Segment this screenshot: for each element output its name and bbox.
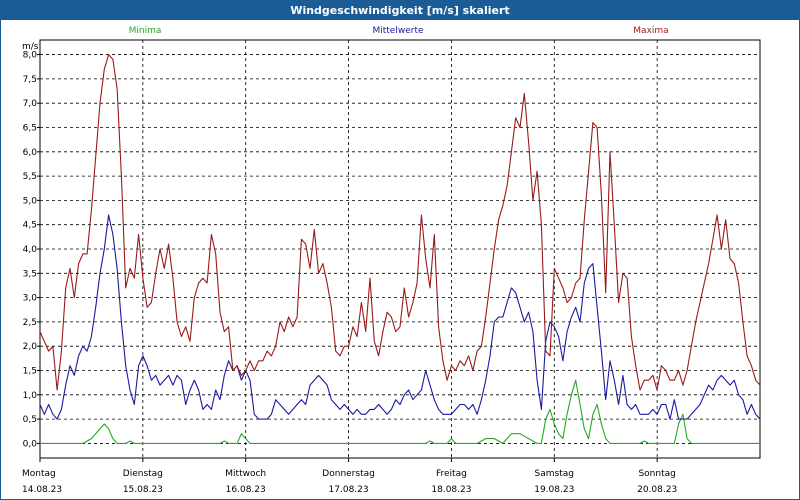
y-tick-label: 6,0: [23, 148, 38, 158]
x-axis-labels: Montag 14.08.23 Dienstag 15.08.23 Mittwoch 16…: [22, 469, 677, 495]
y-tick-label: 3,5: [23, 269, 37, 279]
legend: Minima Mittelwerte Maxima: [129, 26, 669, 36]
series-line-mittelwerte: [39, 214, 761, 420]
day-date-label: 19.08.23: [534, 485, 574, 495]
y-tick-label: 2,5: [23, 318, 37, 328]
y-tick-label: 5,0: [23, 196, 38, 206]
day-name-label: Dienstag: [123, 469, 163, 479]
series-line-maxima: [39, 54, 761, 391]
day-date-label: 18.08.23: [431, 485, 471, 495]
legend-maxima: Maxima: [633, 26, 668, 36]
legend-minima: Minima: [129, 26, 162, 36]
y-tick-label: 3,0: [23, 294, 38, 304]
day-date-label: 14.08.23: [22, 485, 62, 495]
day-date-label: 17.08.23: [329, 485, 369, 495]
day-name-label: Montag: [22, 469, 56, 479]
y-tick-label: 4,5: [23, 221, 37, 231]
day-date-label: 16.08.23: [226, 485, 266, 495]
day-name-label: Mittwoch: [225, 469, 266, 479]
y-tick-label: 1,0: [23, 391, 38, 401]
y-axis-unit: m/s: [22, 42, 39, 52]
y-tick-label: 1,5: [23, 367, 37, 377]
day-name-label: Sonntag: [638, 469, 675, 479]
series-lines: [39, 54, 761, 444]
day-name-label: Donnerstag: [322, 469, 375, 479]
y-axis-labels: 0,0 0,5 1,0 1,5 2,0 2,5 3,0 3,5 4,0 4,5 5,0 5,5 6,0 6…: [23, 51, 38, 450]
series-line-minima: [40, 379, 760, 444]
y-tick-label: 0,5: [23, 415, 37, 425]
y-tick-label: 5,5: [23, 172, 37, 182]
y-tick-label: 7,5: [23, 75, 37, 85]
day-date-label: 20.08.23: [637, 485, 677, 495]
y-tick-label: 4,0: [23, 245, 38, 255]
y-tick-label: 0,0: [23, 439, 38, 449]
y-tick-label: 7,0: [23, 99, 38, 109]
legend-mittelwerte: Mittelwerte: [372, 26, 423, 36]
y-tick-label: 6,5: [23, 123, 37, 133]
day-name-label: Samstag: [535, 469, 574, 479]
day-name-label: Freitag: [436, 469, 467, 479]
y-tick-label: 8,0: [23, 51, 38, 61]
chart-title: Windgeschwindigkeit [m/s] skaliert: [1, 1, 799, 20]
day-date-label: 15.08.23: [123, 485, 163, 495]
y-tick-label: 2,0: [23, 342, 38, 352]
